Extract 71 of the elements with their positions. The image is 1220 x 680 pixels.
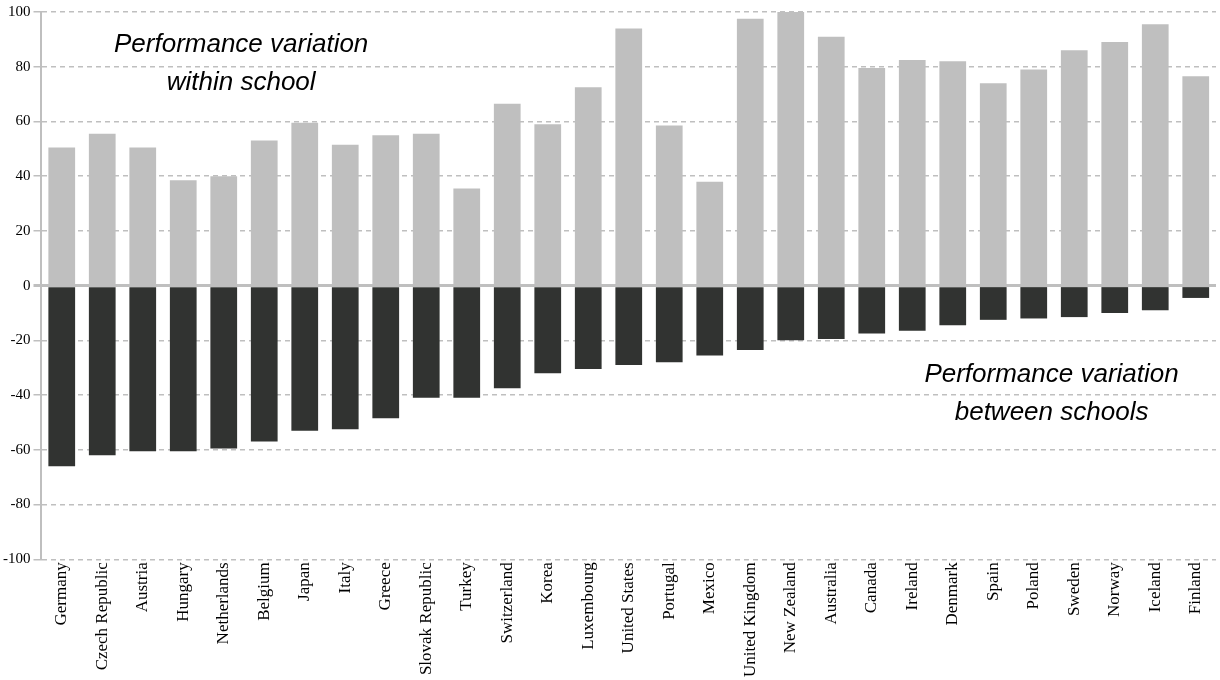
x-tick-label: Hungary [172,561,192,622]
x-tick-label: New Zealand [780,561,800,654]
bar [210,287,238,449]
bar [817,287,845,339]
bar [615,287,643,365]
x-tick-label: Italy [334,561,354,594]
y-tick-label: -100 [3,550,31,567]
bar [1182,287,1210,298]
bar [1141,287,1169,311]
bar [331,287,359,430]
x-tick-label: Netherlands [213,562,233,645]
bar [777,287,805,341]
bar [655,287,683,363]
bar [291,287,319,431]
x-tick-label: Poland [1023,561,1043,610]
bar [412,287,440,398]
bar [696,287,724,356]
x-tick-label: Denmark [942,561,962,626]
x-tick-label: Slovak Republic [415,561,435,676]
x-tick-label: Turkey [456,561,476,611]
y-tick-label: -40 [10,386,31,403]
bar [169,287,197,452]
bar [372,287,400,419]
x-tick-label: Australia [820,561,840,625]
x-tick-label: Czech Republic [91,561,111,671]
y-tick-label: -80 [10,495,31,512]
x-tick-label: Mexico [699,562,719,615]
bar [534,287,562,374]
x-tick-label: Canada [861,561,881,614]
x-tick-label: Finland [1185,561,1205,615]
y-tick-label: -60 [10,440,31,457]
bar [48,287,76,467]
bar [129,287,157,452]
bar [1060,287,1088,318]
y-tick-label: 80 [15,57,31,74]
bar [453,287,481,398]
bar [898,287,926,331]
bar [88,287,116,456]
x-tick-label: Portugal [658,561,678,620]
bar [493,287,521,389]
x-tick-label: Switzerland [496,561,516,644]
y-tick-label: 100 [8,2,31,19]
y-tick-label: 60 [15,112,31,129]
bar [250,287,278,442]
x-tick-label: Greece [375,562,395,611]
y-tick-label: -20 [10,331,31,348]
x-tick-label: Ireland [901,561,921,611]
x-tick-label: Austria [132,561,152,613]
x-tick-label: Sweden [1063,561,1083,617]
annotation: Performance variation within school [113,28,369,96]
annotation: Performance variation between schools [924,358,1179,426]
x-tick-label: Korea [537,561,557,604]
x-tick-label: United States [618,562,638,654]
x-tick-label: Germany [51,561,71,626]
x-tick-label: Spain [982,561,1002,601]
y-tick-label: 20 [15,221,31,238]
x-tick-label: Japan [294,561,314,601]
x-tick-label: Iceland [1144,561,1164,613]
x-tick-label: Luxembourg [577,561,597,650]
y-tick-label: 0 [23,276,31,293]
bar [858,287,886,334]
x-tick-label: United Kingdom [739,562,759,678]
y-tick-label: 40 [15,167,31,184]
bar [1020,287,1048,319]
bar [574,287,602,370]
bar [1101,287,1129,313]
x-tick-label: Belgium [253,562,273,621]
bar [979,287,1007,320]
bar [736,287,764,350]
x-tick-label: Norway [1104,561,1124,618]
bar [939,287,967,326]
